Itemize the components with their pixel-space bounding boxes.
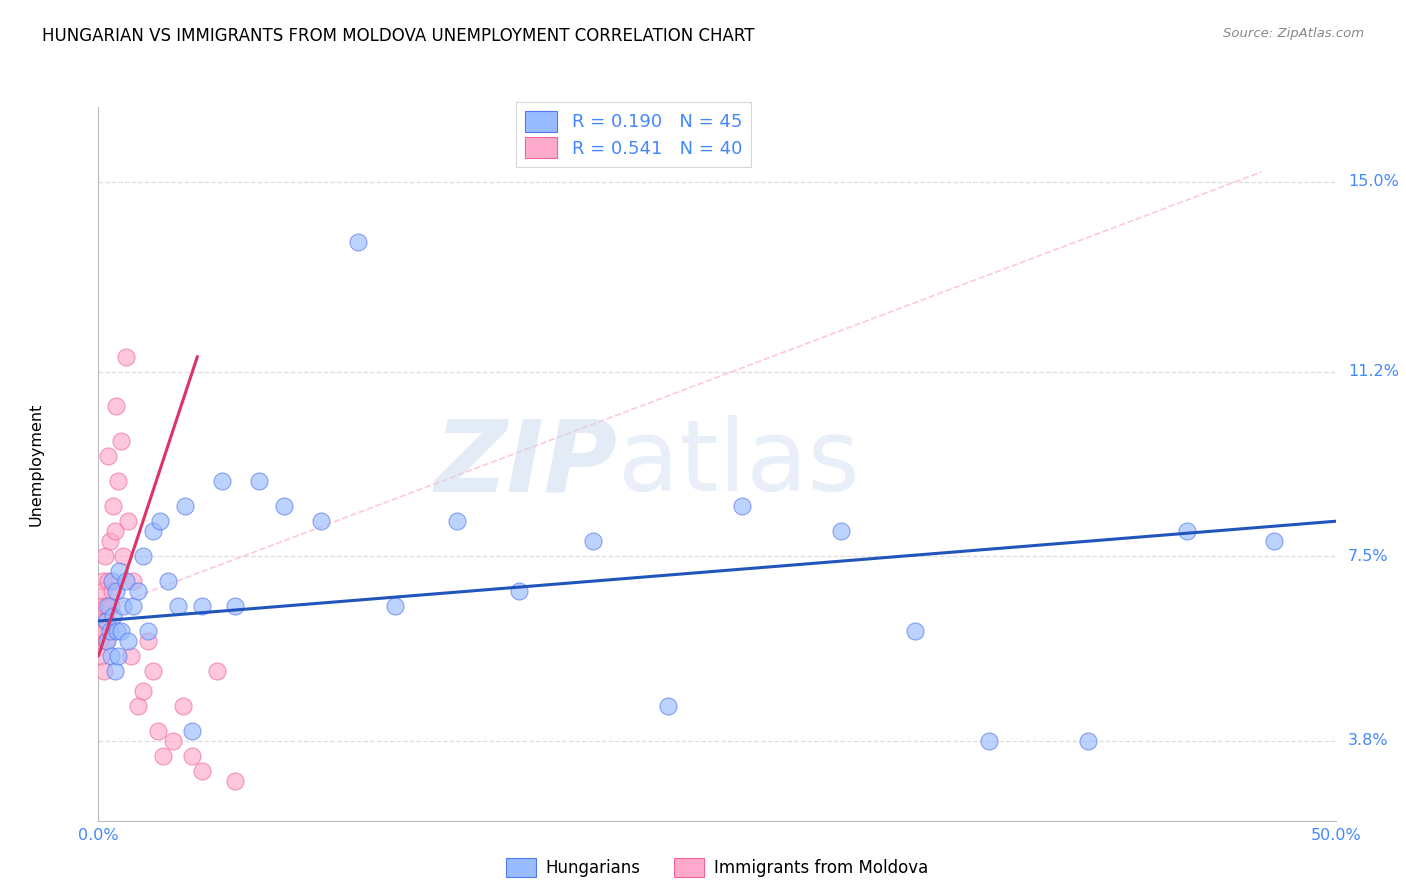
Point [110, 434, 132, 449]
Point [830, 524, 852, 539]
Point [146, 723, 169, 738]
Point [979, 733, 1001, 747]
Point [97, 599, 120, 613]
Point [1077, 733, 1099, 747]
Point [98, 534, 121, 549]
Point [191, 764, 214, 778]
Point [97, 574, 120, 588]
Point [110, 624, 132, 638]
Point [166, 599, 188, 613]
Point [96, 614, 118, 628]
Point [100, 648, 122, 663]
Point [122, 574, 145, 588]
Point [103, 609, 125, 624]
Point [117, 634, 139, 648]
Point [162, 733, 184, 747]
Point [142, 664, 165, 678]
Point [96, 634, 118, 648]
Point [112, 549, 135, 563]
Point [90, 599, 112, 613]
Point [191, 599, 214, 613]
Point [122, 599, 145, 613]
Point [94, 614, 117, 628]
Point [224, 773, 246, 788]
Point [114, 574, 136, 588]
Text: 0.0%: 0.0% [79, 828, 118, 843]
Text: HUNGARIAN VS IMMIGRANTS FROM MOLDOVA UNEMPLOYMENT CORRELATION CHART: HUNGARIAN VS IMMIGRANTS FROM MOLDOVA UNE… [42, 27, 755, 45]
Point [108, 564, 131, 578]
Point [94, 599, 117, 613]
Point [112, 599, 135, 613]
Point [152, 748, 174, 763]
Point [657, 698, 679, 713]
Point [205, 664, 228, 678]
Point [273, 500, 295, 514]
Legend: Hungarians, Immigrants from Moldova: Hungarians, Immigrants from Moldova [499, 851, 935, 884]
Point [93, 584, 115, 599]
Text: Unemployment: Unemployment [30, 402, 44, 525]
Point [98, 624, 121, 638]
Point [91, 574, 114, 588]
Point [89, 634, 111, 648]
Point [582, 534, 605, 549]
Point [107, 648, 129, 663]
Point [94, 549, 117, 563]
Point [90, 648, 112, 663]
Point [136, 634, 159, 648]
Point [107, 475, 129, 489]
Point [309, 514, 332, 528]
Text: atlas: atlas [619, 416, 859, 512]
Text: Source: ZipAtlas.com: Source: ZipAtlas.com [1223, 27, 1364, 40]
Text: 7.5%: 7.5% [1348, 549, 1389, 564]
Point [247, 475, 270, 489]
Point [904, 624, 927, 638]
Text: ZIP: ZIP [434, 416, 619, 512]
Point [174, 500, 197, 514]
Point [127, 584, 149, 599]
Point [114, 350, 136, 364]
Point [93, 624, 115, 638]
Point [120, 648, 142, 663]
Point [96, 634, 118, 648]
Point [97, 450, 120, 464]
Text: 11.2%: 11.2% [1348, 364, 1399, 379]
Text: 3.8%: 3.8% [1348, 733, 1389, 748]
Point [117, 514, 139, 528]
Point [101, 584, 124, 599]
Point [211, 475, 233, 489]
Point [132, 549, 155, 563]
Point [181, 723, 204, 738]
Point [508, 584, 530, 599]
Point [181, 748, 204, 763]
Point [105, 624, 128, 638]
Point [93, 664, 115, 678]
Point [347, 235, 370, 249]
Point [446, 514, 468, 528]
Point [101, 574, 124, 588]
Point [104, 584, 127, 599]
Text: 50.0%: 50.0% [1310, 828, 1361, 843]
Point [89, 614, 111, 628]
Point [100, 599, 122, 613]
Point [1175, 524, 1198, 539]
Point [103, 500, 125, 514]
Point [103, 524, 125, 539]
Point [103, 664, 125, 678]
Point [104, 400, 127, 414]
Point [149, 514, 172, 528]
Point [136, 624, 159, 638]
Point [91, 624, 114, 638]
Point [132, 684, 155, 698]
Text: 15.0%: 15.0% [1348, 175, 1399, 189]
Point [142, 524, 165, 539]
Point [1263, 534, 1285, 549]
Point [172, 698, 194, 713]
Point [127, 698, 149, 713]
Point [384, 599, 406, 613]
Point [224, 599, 246, 613]
Point [156, 574, 179, 588]
Point [731, 500, 754, 514]
